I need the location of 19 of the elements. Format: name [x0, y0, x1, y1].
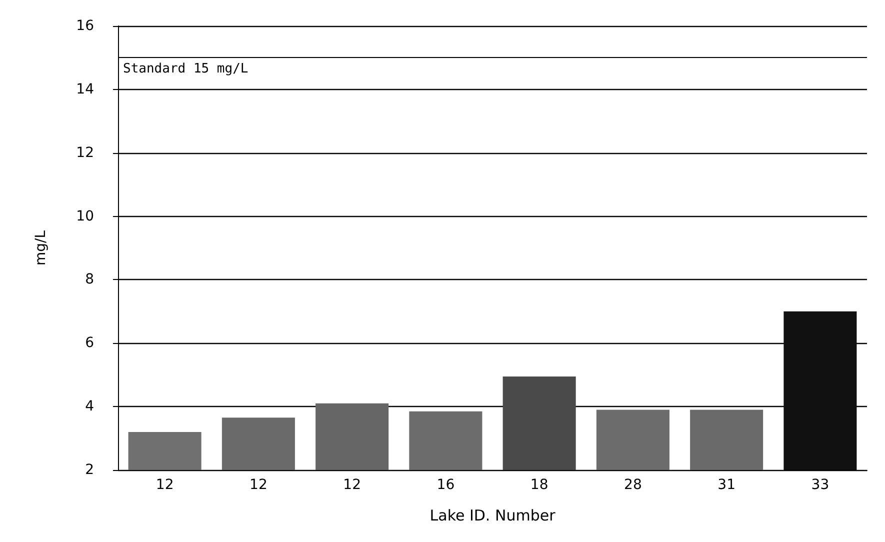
- y-tick-label: 6: [85, 335, 94, 352]
- x-tick-label: 12: [343, 477, 361, 493]
- y-tick-label: 10: [76, 208, 94, 224]
- x-tick-label: 28: [624, 477, 642, 493]
- y-tick-label: 2: [85, 462, 94, 478]
- y-tick-label: 16: [76, 18, 94, 34]
- y-tick-label: 12: [76, 144, 94, 161]
- y-axis-title: mg/L: [33, 230, 49, 266]
- y-tick-label: 14: [76, 81, 94, 98]
- ref-line-label: Standard 15 mg/L: [123, 62, 248, 77]
- x-tick-label: 31: [718, 477, 736, 493]
- y-tick-label: 4: [85, 398, 94, 415]
- y-tick-label: 8: [85, 272, 94, 288]
- x-tick-label: 16: [436, 477, 455, 493]
- x-axis-title: Lake ID. Number: [430, 506, 556, 524]
- x-tick-label: 12: [156, 477, 174, 493]
- x-tick-label: 12: [250, 477, 268, 493]
- x-tick-label: 18: [530, 477, 548, 493]
- x-tick-label: 33: [811, 477, 830, 493]
